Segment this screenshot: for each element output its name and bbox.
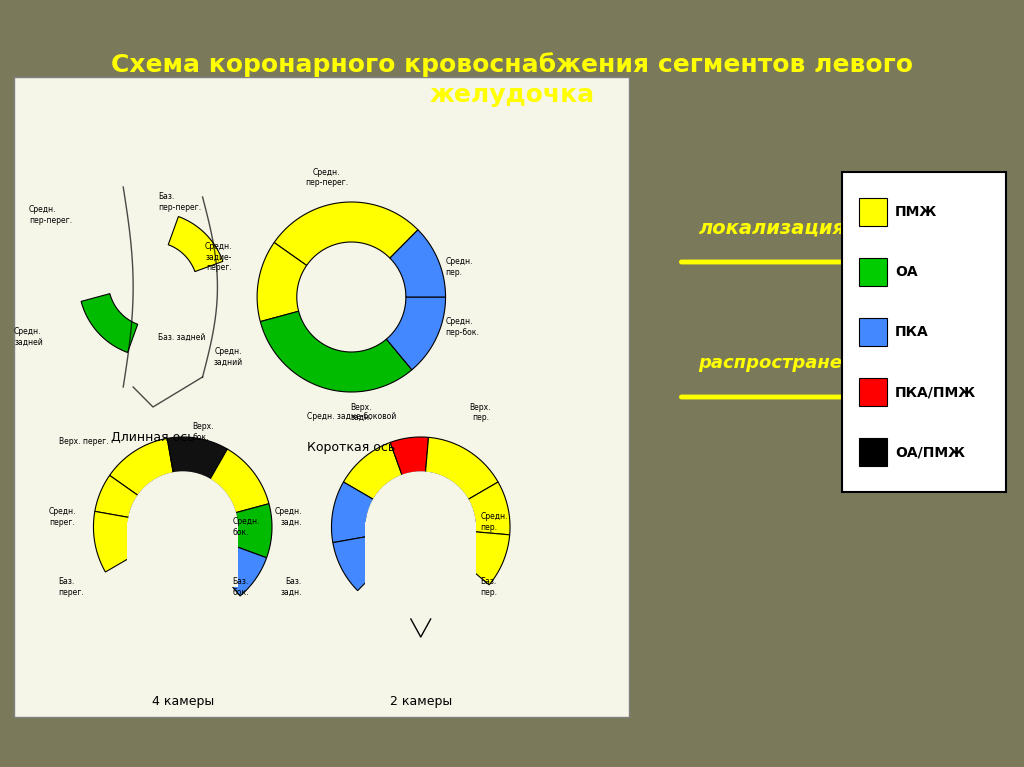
Text: Средн.
пер.: Средн. пер. [445, 257, 473, 277]
Text: 2 камеры: 2 камеры [389, 696, 452, 709]
FancyBboxPatch shape [843, 172, 1006, 492]
Text: Средн. задне-боковой: Средн. задне-боковой [307, 412, 396, 421]
Text: Верх.
бок.: Верх. бок. [193, 423, 214, 442]
Text: ОА/ПМЖ: ОА/ПМЖ [895, 445, 965, 459]
Text: 4 камеры: 4 камеры [152, 696, 214, 709]
Polygon shape [168, 216, 223, 272]
Polygon shape [463, 532, 510, 585]
Text: ПКА/ПМЖ: ПКА/ПМЖ [895, 385, 976, 399]
Text: Средн.
пер.: Средн. пер. [480, 512, 508, 532]
Text: Баз.
бок.: Баз. бок. [232, 578, 249, 597]
Text: Схема коронарного кровоснабжения сегментов левого
желудочка: Схема коронарного кровоснабжения сегмент… [111, 52, 913, 107]
Polygon shape [386, 297, 445, 370]
Text: Средн.
бок.: Средн. бок. [232, 517, 260, 537]
Bar [366, 522, 476, 592]
Polygon shape [468, 482, 510, 535]
Polygon shape [218, 546, 266, 596]
Circle shape [367, 472, 475, 582]
Text: Баз.
задн.: Баз. задн. [281, 578, 302, 597]
Polygon shape [81, 294, 137, 353]
Text: Средн.
задней: Средн. задней [14, 328, 43, 347]
Polygon shape [332, 482, 374, 542]
Polygon shape [333, 537, 382, 591]
Text: Верх.
пер.: Верх. пер. [470, 403, 492, 422]
Bar [859, 258, 887, 286]
Polygon shape [210, 449, 269, 513]
Circle shape [128, 472, 238, 582]
Polygon shape [233, 504, 272, 558]
Polygon shape [260, 311, 412, 392]
FancyBboxPatch shape [14, 77, 629, 717]
Text: Баз.
перег.: Баз. перег. [58, 578, 85, 597]
Text: Средн.
задний: Средн. задний [213, 347, 243, 367]
Polygon shape [110, 439, 173, 495]
Bar [859, 318, 887, 346]
Text: Баз.
пер.: Баз. пер. [480, 578, 498, 597]
Text: Баз. задней: Баз. задней [158, 333, 205, 341]
Polygon shape [274, 202, 418, 265]
Text: ПМЖ: ПМЖ [895, 205, 937, 219]
Polygon shape [390, 230, 445, 297]
Polygon shape [426, 437, 498, 499]
Polygon shape [343, 443, 402, 499]
Text: Верх.
задн.: Верх. задн. [350, 403, 372, 422]
Text: распространенность: распространенность [698, 354, 912, 372]
Polygon shape [167, 437, 227, 479]
Bar [127, 522, 239, 587]
Text: Средн.
задие-
перег.: Средн. задие- перег. [205, 242, 232, 272]
Text: Средн.
пер-перег.: Средн. пер-перег. [29, 206, 72, 225]
Text: Средн.
пер-перег.: Средн. пер-перег. [305, 168, 348, 187]
Text: Средн.
пер-бок.: Средн. пер-бок. [445, 318, 479, 337]
Text: локализация: локализация [698, 218, 846, 237]
Polygon shape [93, 512, 135, 572]
Text: Длинная ось: Длинная ось [112, 430, 195, 443]
Bar [859, 438, 887, 466]
Text: Верх. перег.: Верх. перег. [58, 437, 109, 446]
Bar [859, 198, 887, 226]
Polygon shape [95, 476, 138, 518]
Text: ОА: ОА [895, 265, 918, 279]
Polygon shape [257, 242, 306, 321]
Polygon shape [390, 437, 428, 476]
Bar [859, 378, 887, 406]
Text: Средн.
задн.: Средн. задн. [274, 507, 302, 527]
Text: ПКА: ПКА [895, 325, 929, 339]
Text: Средн.
перег.: Средн. перег. [49, 507, 77, 527]
Text: Короткая ось: Короткая ось [307, 440, 395, 453]
Text: Баз.
пер-перег.: Баз. пер-перег. [158, 193, 201, 212]
